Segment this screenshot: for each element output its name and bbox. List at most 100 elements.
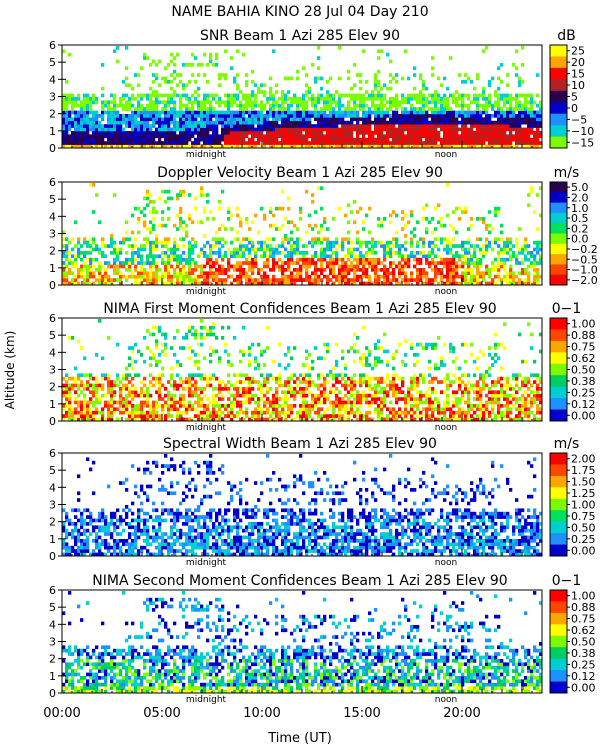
heatmap-cell xyxy=(77,274,81,279)
heatmap-cell xyxy=(155,134,159,139)
heatmap-cell xyxy=(221,110,225,115)
heatmap-cell xyxy=(422,206,426,211)
heatmap-cell xyxy=(152,124,156,128)
heatmap-cell xyxy=(104,244,108,248)
heatmap-cell xyxy=(431,251,435,255)
heatmap-cell xyxy=(317,268,321,272)
heatmap-cell xyxy=(437,261,441,265)
heatmap-cell xyxy=(503,240,507,245)
heatmap-cell xyxy=(476,271,480,276)
heatmap-cell xyxy=(503,278,507,282)
heatmap-cell xyxy=(257,127,261,132)
heatmap-cell xyxy=(155,210,159,214)
heatmap-cell xyxy=(71,137,75,142)
heatmap-cell xyxy=(83,268,87,272)
heatmap-cell xyxy=(125,251,129,255)
heatmap-cell xyxy=(305,230,309,235)
heatmap-cell xyxy=(371,93,375,98)
heatmap-cell xyxy=(395,237,399,242)
heatmap-cell xyxy=(497,117,501,122)
heatmap-cell xyxy=(65,107,69,111)
heatmap-cell xyxy=(344,141,348,145)
heatmap-cell xyxy=(317,137,321,142)
heatmap-cell xyxy=(356,278,360,282)
heatmap-cell xyxy=(185,230,189,235)
heatmap-cell xyxy=(218,73,222,77)
heatmap-cell xyxy=(263,90,267,94)
heatmap-cell xyxy=(125,107,129,111)
heatmap-cell xyxy=(62,268,66,272)
heatmap-cell xyxy=(224,73,228,77)
heatmap-cell xyxy=(188,271,192,276)
heatmap-cell xyxy=(287,206,291,211)
heatmap-cell xyxy=(269,278,273,282)
heatmap-cell xyxy=(236,261,240,265)
heatmap-cell xyxy=(209,376,213,381)
heatmap-cell xyxy=(518,110,522,115)
heatmap-cell xyxy=(284,237,288,242)
heatmap-cell xyxy=(200,186,204,191)
heatmap-cell xyxy=(482,107,486,111)
heatmap-cell xyxy=(158,268,162,272)
heatmap-cell xyxy=(272,274,276,279)
heatmap-cell xyxy=(206,414,210,418)
heatmap-cell xyxy=(329,93,333,98)
heatmap-cell xyxy=(131,254,135,259)
heatmap-cell xyxy=(71,110,75,115)
heatmap-cell xyxy=(464,110,468,115)
heatmap-cell xyxy=(74,410,78,415)
heatmap-cell xyxy=(449,134,453,139)
heatmap-cell xyxy=(434,103,438,108)
heatmap-cell xyxy=(512,271,516,276)
heatmap-cell xyxy=(95,400,99,405)
heatmap-cell xyxy=(500,63,504,67)
heatmap-cell xyxy=(68,271,72,276)
heatmap-cell xyxy=(458,274,462,279)
heatmap-cell xyxy=(215,410,219,415)
heatmap-cell xyxy=(290,220,294,225)
heatmap-cell xyxy=(524,100,528,105)
heatmap-cell xyxy=(416,124,420,128)
heatmap-cell xyxy=(167,281,171,286)
heatmap-cell xyxy=(119,127,123,132)
heatmap-cell xyxy=(413,251,417,255)
heatmap-cell xyxy=(161,131,165,135)
heatmap-cell xyxy=(380,137,384,142)
heatmap-cell xyxy=(173,400,177,405)
heatmap-cell xyxy=(224,342,228,347)
heatmap-cell xyxy=(137,137,141,142)
heatmap-cell xyxy=(386,114,390,118)
heatmap-cell xyxy=(197,404,201,408)
heatmap-cell xyxy=(200,376,204,381)
heatmap-cell xyxy=(512,97,516,101)
heatmap-cell xyxy=(395,100,399,105)
heatmap-cell xyxy=(437,254,441,259)
heatmap-cell xyxy=(434,144,438,149)
heatmap-cell xyxy=(380,107,384,111)
heatmap-cell xyxy=(266,131,270,135)
heatmap-cell xyxy=(485,268,489,272)
heatmap-cell xyxy=(515,141,519,145)
heatmap-cell xyxy=(215,237,219,242)
heatmap-cell xyxy=(461,117,465,122)
heatmap-cell xyxy=(317,100,321,105)
colorbar-label: −0.2 xyxy=(571,243,598,256)
heatmap-cell xyxy=(125,400,129,405)
heatmap-cell xyxy=(65,93,69,98)
heatmap-cell xyxy=(86,117,90,122)
heatmap-cell xyxy=(128,117,132,122)
heatmap-cell xyxy=(302,127,306,132)
heatmap-cell xyxy=(383,124,387,128)
heatmap-cell xyxy=(488,281,492,286)
heatmap-cell xyxy=(143,237,147,242)
heatmap-cell xyxy=(92,417,96,422)
heatmap-cell xyxy=(437,100,441,105)
heatmap-cell xyxy=(74,397,78,401)
heatmap-cell xyxy=(182,393,186,398)
heatmap-cell xyxy=(143,390,147,395)
heatmap-cell xyxy=(122,397,126,401)
heatmap-cell xyxy=(521,247,525,252)
heatmap-cell xyxy=(464,268,468,272)
heatmap-cell xyxy=(317,56,321,60)
heatmap-cell xyxy=(314,103,318,108)
